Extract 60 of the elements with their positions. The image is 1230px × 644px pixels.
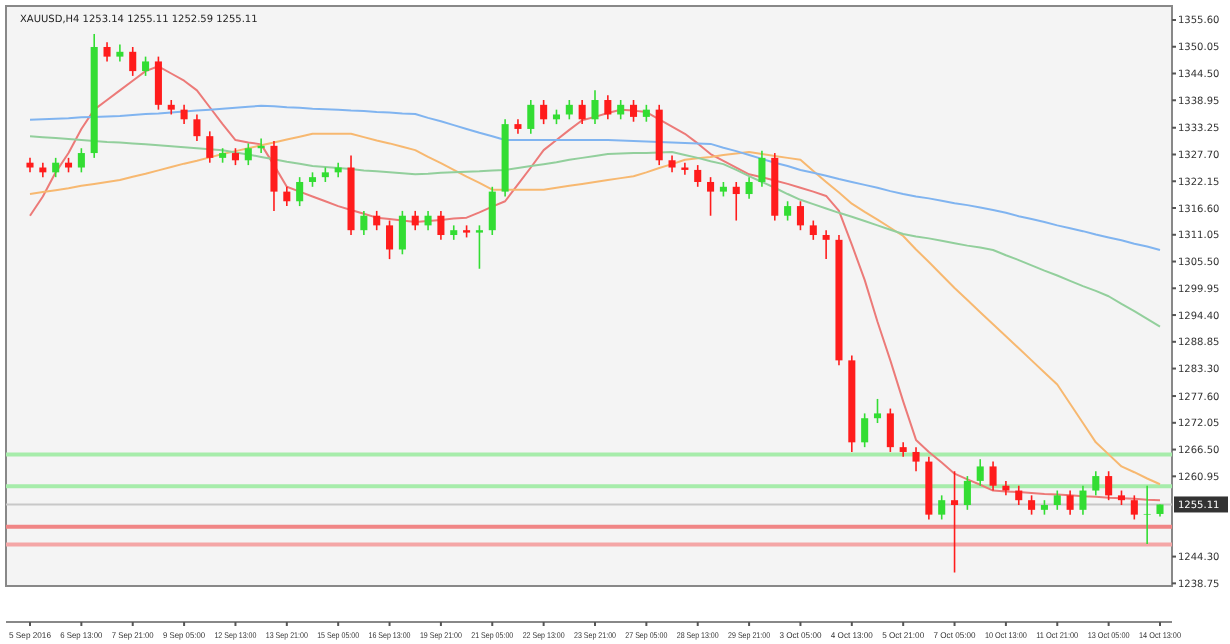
candlestick	[411, 210, 419, 231]
candlestick	[540, 99, 548, 125]
candlestick	[103, 41, 111, 63]
candlestick	[604, 94, 612, 121]
candlestick	[591, 89, 599, 125]
candlestick	[1105, 470, 1113, 501]
candlestick	[475, 224, 483, 270]
candlestick	[1130, 494, 1138, 521]
line-series	[29, 135, 1161, 328]
candlestick	[424, 210, 432, 231]
candlestick	[386, 219, 394, 260]
candlestick	[206, 130, 214, 164]
line-series	[29, 104, 1161, 251]
candlestick	[283, 186, 291, 207]
candlestick	[142, 55, 150, 77]
candlestick	[1028, 494, 1036, 516]
candlestick	[822, 229, 830, 260]
candlestick	[1092, 470, 1100, 497]
candlestick	[578, 99, 586, 125]
candlestick	[912, 446, 920, 473]
candlestick	[976, 458, 984, 487]
candlestick	[745, 176, 753, 200]
candlestick	[707, 176, 715, 217]
candlestick	[488, 186, 496, 236]
candlestick	[398, 210, 406, 256]
candlestick	[617, 99, 625, 121]
candlestick	[963, 475, 971, 511]
candlestick	[873, 398, 882, 424]
candlestick	[180, 104, 188, 125]
candlestick	[1079, 484, 1087, 516]
candlestick	[784, 200, 792, 222]
candlestick	[360, 210, 368, 236]
candlestick	[951, 470, 959, 574]
candlestick	[938, 494, 946, 521]
candlestick	[758, 149, 766, 188]
candlestick	[373, 210, 381, 231]
candlestick	[796, 200, 804, 231]
candlestick	[154, 55, 162, 111]
candlestick	[193, 113, 201, 142]
candlestick	[437, 210, 445, 241]
candlestick	[1143, 484, 1151, 545]
candlestick	[1066, 489, 1074, 516]
candlestick	[527, 99, 535, 135]
candlestick	[1015, 484, 1023, 506]
candlestick	[270, 140, 278, 212]
candlestick	[565, 99, 573, 121]
candlestick	[989, 460, 997, 492]
candlestick	[52, 157, 60, 178]
candlestick	[861, 412, 869, 448]
candlestick	[886, 407, 894, 453]
candlestick	[732, 181, 740, 222]
candlestick	[629, 99, 638, 123]
candlestick	[129, 46, 137, 77]
candlestick	[809, 219, 817, 241]
candlestick	[296, 176, 304, 207]
candlestick	[244, 142, 252, 166]
candlestick	[77, 147, 85, 174]
line-series	[29, 132, 1161, 486]
candlestick	[694, 164, 702, 188]
candlestick	[1053, 489, 1061, 511]
